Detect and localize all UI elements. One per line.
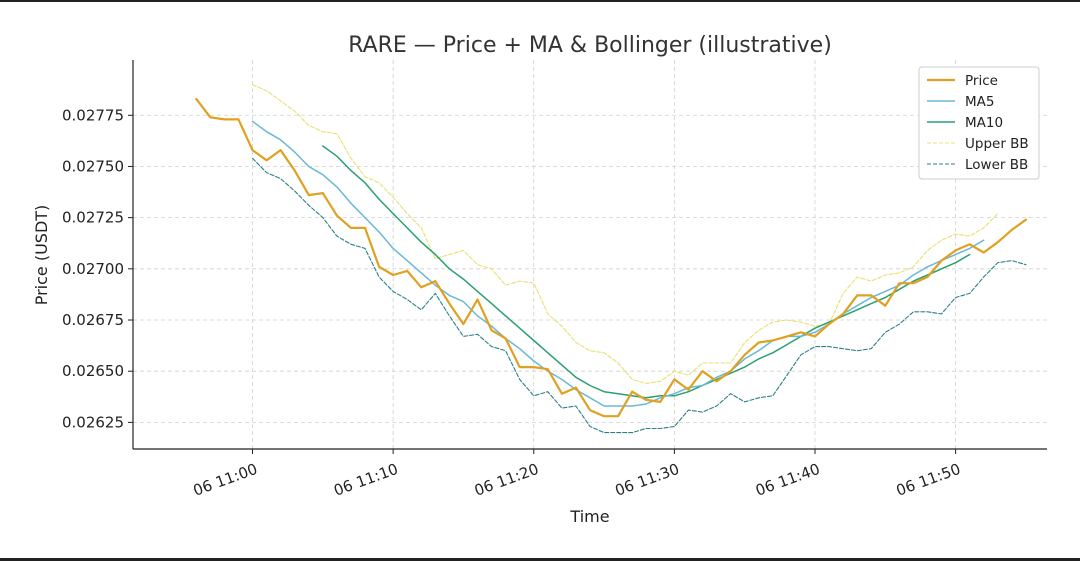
x-tick-label: 06 11:40 xyxy=(753,460,822,500)
x-tick-label: 06 11:20 xyxy=(472,460,541,500)
chart-title: RARE — Price + MA & Bollinger (illustrat… xyxy=(348,33,832,58)
y-tick-label: 0.02675 xyxy=(62,311,124,329)
legend: Price MA5 MA10 Upper BB Lower BB xyxy=(918,66,1040,180)
series-layer xyxy=(195,84,1028,434)
grid xyxy=(133,60,1047,449)
series-line-lower-bb xyxy=(251,157,1027,434)
bottom-border xyxy=(0,558,1080,561)
x-tick-label: 06 11:30 xyxy=(613,460,682,500)
y-tick-label: 0.02775 xyxy=(62,106,124,124)
legend-label: Lower BB xyxy=(965,157,1028,173)
y-tick-label: 0.02625 xyxy=(62,413,124,431)
x-tick-label: 06 11:00 xyxy=(191,460,260,500)
y-tick-label: 0.02700 xyxy=(62,260,124,278)
x-axis-label: Time xyxy=(569,507,609,526)
y-tick-label: 0.02650 xyxy=(62,362,124,380)
ticks: 0.02625 0.02650 0.02675 0.02700 0.02725 0.027… xyxy=(62,106,963,499)
legend-label: Price xyxy=(965,73,998,89)
series-line-upper-bb xyxy=(251,84,999,385)
legend-label: MA5 xyxy=(965,94,994,110)
x-tick-label: 06 11:10 xyxy=(331,460,400,500)
series-line-price xyxy=(195,97,1028,418)
legend-label: Upper BB xyxy=(965,136,1029,152)
top-border xyxy=(0,0,1080,2)
legend-label: MA10 xyxy=(965,115,1003,131)
y-axis-label: Price (USDT) xyxy=(32,205,51,306)
y-tick-label: 0.02750 xyxy=(62,157,124,175)
legend-box xyxy=(918,66,1040,180)
y-tick-label: 0.02725 xyxy=(62,209,124,227)
series-line-ma5 xyxy=(251,120,985,407)
series-line-ma10 xyxy=(322,145,971,399)
x-tick-label: 06 11:50 xyxy=(894,460,963,500)
